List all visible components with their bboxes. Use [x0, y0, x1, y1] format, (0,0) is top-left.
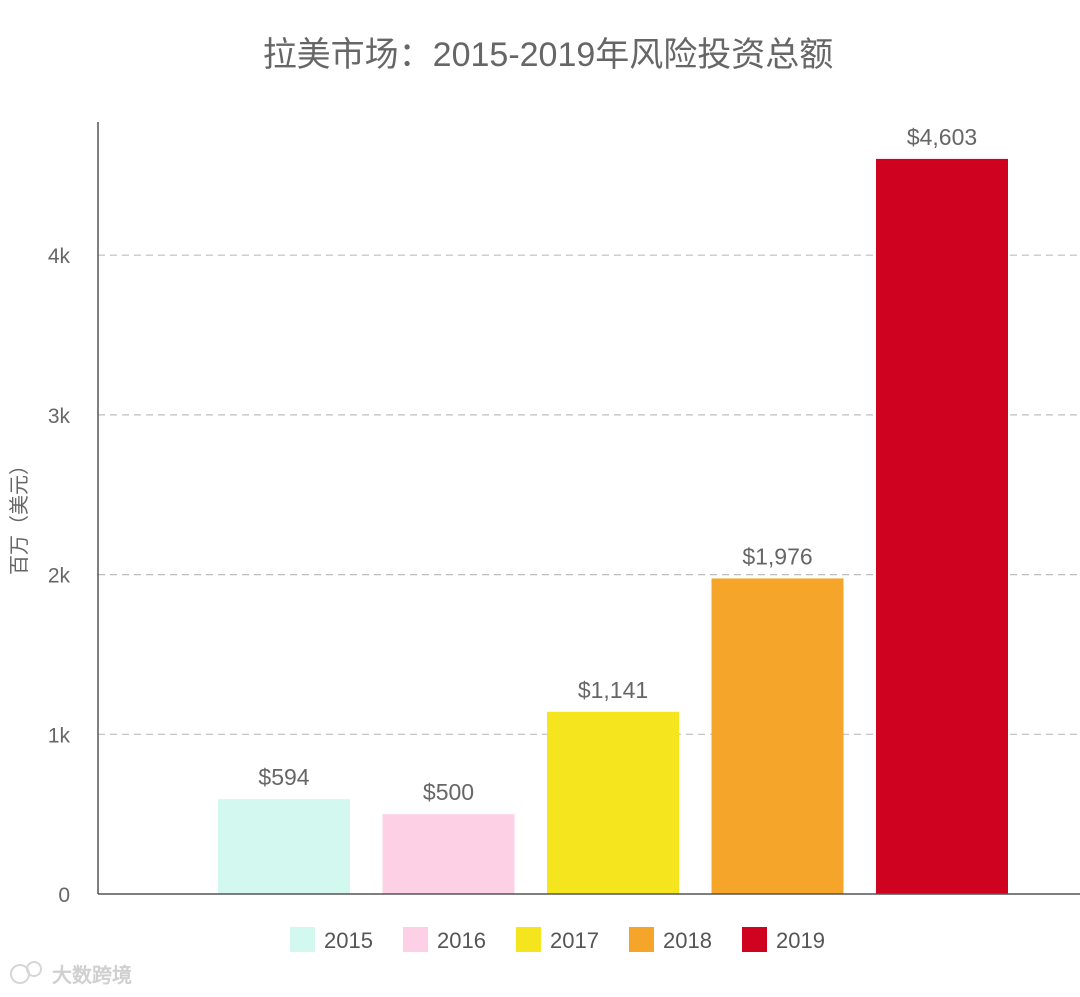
legend-label: 2018: [663, 928, 712, 953]
legend-swatch: [742, 927, 767, 952]
data-label-2018: $1,976: [742, 543, 812, 569]
y-tick-label: 1k: [48, 724, 71, 747]
watermark: 大数跨境: [10, 961, 132, 987]
data-labels: $594 $500 $1,141 $1,976 $4,603: [258, 124, 977, 805]
legend-item-2019: 2019: [742, 927, 825, 953]
y-tick-label: 0: [58, 884, 70, 907]
y-tick-label: 4k: [48, 245, 71, 268]
legend-item-2018: 2018: [629, 927, 712, 953]
data-label-2016: $500: [423, 779, 474, 805]
y-axis-label: 百万（美元）: [8, 455, 31, 575]
bars: [218, 158, 1008, 895]
legend-swatch: [290, 927, 315, 952]
bar-2018: [711, 578, 844, 894]
bar-2015: [218, 799, 350, 894]
legend-swatch: [629, 927, 654, 952]
data-label-2019: $4,603: [907, 124, 977, 150]
data-label-2017: $1,141: [578, 677, 648, 703]
legend: 2015 2016 2017 2018 2019: [290, 927, 825, 953]
chart-title: 拉美市场：2015-2019年风险投资总额: [263, 36, 834, 74]
legend-swatch: [403, 927, 428, 952]
bar-2016: [382, 814, 515, 894]
legend-label: 2016: [437, 928, 486, 953]
legend-item-2016: 2016: [403, 927, 486, 953]
legend-item-2017: 2017: [516, 927, 599, 953]
legend-swatch: [516, 927, 541, 952]
legend-item-2015: 2015: [290, 927, 373, 953]
watermark-text: 大数跨境: [52, 963, 132, 987]
y-tick-label: 2k: [48, 565, 71, 588]
legend-label: 2017: [550, 928, 599, 953]
data-label-2015: $594: [258, 764, 309, 790]
bar-2017: [547, 711, 679, 894]
logo-icon: [10, 961, 42, 984]
legend-label: 2015: [324, 928, 373, 953]
bar-2019: [876, 158, 1008, 895]
y-tick-label: 3k: [48, 405, 71, 428]
legend-label: 2019: [776, 928, 825, 953]
y-axis-ticks: 0 1k 2k 3k 4k: [48, 245, 71, 907]
